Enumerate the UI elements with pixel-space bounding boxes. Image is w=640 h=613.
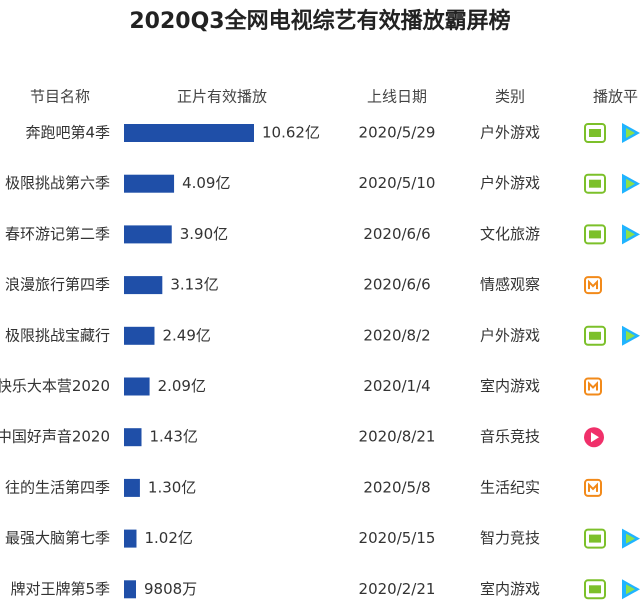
play-bar: [124, 580, 137, 599]
launch-date: 2020/6/6: [363, 276, 430, 294]
platform-icon: [622, 173, 640, 194]
iqiyi-icon-inner: [589, 331, 601, 340]
play-label: 4.09亿: [182, 174, 230, 192]
program-name: 牌对王牌第5季: [10, 580, 110, 598]
platform-icon: [622, 579, 640, 600]
platform-icon: [584, 123, 606, 143]
play-bar: [124, 276, 163, 295]
tencent-icon-inner: [626, 178, 635, 189]
platform-icon: [584, 377, 602, 396]
play-label: 2.09亿: [158, 377, 206, 395]
iqiyi-icon-inner: [589, 534, 601, 543]
mango-icon-inner: [588, 482, 598, 492]
platform-icon: [622, 528, 640, 549]
play-label: 3.90亿: [180, 225, 228, 243]
tencent-icon-inner: [626, 533, 635, 544]
play-label: 2.49亿: [162, 326, 210, 344]
category: 智力竞技: [480, 529, 540, 547]
play-bar: [124, 478, 140, 497]
category: 情感观察: [480, 276, 540, 294]
play-bar: [124, 326, 155, 345]
platform-icon: [584, 579, 606, 600]
launch-date: 2020/5/8: [363, 478, 430, 496]
program-name: 极限挑战第六季: [5, 174, 110, 192]
play-label: 9808万: [144, 580, 197, 598]
iqiyi-icon-inner: [589, 585, 601, 594]
launch-date: 2020/2/21: [359, 580, 436, 598]
play-bar: [124, 529, 137, 548]
play-label: 1.30亿: [148, 478, 196, 496]
youku-icon-inner: [591, 432, 599, 443]
program-name: 极限挑战宝藏行: [5, 326, 110, 344]
play-bar: [124, 225, 172, 244]
platform-icon: [584, 173, 606, 194]
program-name: 中国好声音2020: [0, 428, 110, 446]
launch-date: 2020/8/21: [359, 428, 436, 446]
iqiyi-icon-inner: [589, 129, 601, 137]
launch-date: 2020/5/15: [359, 529, 436, 547]
mango-icon-inner: [588, 279, 598, 290]
program-name: 最强大脑第七季: [5, 529, 110, 547]
play-label: 1.43亿: [150, 428, 198, 446]
platform-icon: [584, 276, 602, 295]
program-name: 浪漫旅行第四季: [5, 276, 110, 294]
program-name: 奔跑吧第4季: [25, 124, 110, 142]
platform-icon: [622, 123, 640, 143]
launch-date: 2020/5/10: [359, 174, 436, 192]
play-bar: [124, 124, 254, 142]
platform-icon: [584, 478, 602, 497]
category: 户外游戏: [480, 174, 540, 192]
iqiyi-icon-inner: [589, 230, 601, 239]
play-bar: [124, 174, 175, 193]
category: 音乐竞技: [480, 428, 540, 446]
tencent-icon-inner: [626, 229, 635, 240]
category: 文化旅游: [480, 225, 540, 243]
play-bar: [124, 428, 142, 447]
category: 室内游戏: [480, 377, 540, 395]
program-name: 往的生活第四季: [5, 478, 110, 496]
launch-date: 2020/8/2: [363, 326, 430, 344]
tencent-icon-inner: [626, 584, 635, 595]
iqiyi-icon-inner: [589, 179, 601, 188]
header-cell: 播放平: [593, 88, 638, 106]
play-label: 10.62亿: [262, 124, 320, 142]
category: 户外游戏: [480, 326, 540, 344]
header-cell: 正片有效播放: [177, 88, 267, 106]
header-cell: 类别: [495, 88, 525, 106]
launch-date: 2020/1/4: [363, 377, 430, 395]
header-cell: 节目名称: [30, 88, 90, 106]
play-label: 3.13亿: [170, 276, 218, 294]
launch-date: 2020/5/29: [359, 124, 436, 142]
tencent-icon-inner: [626, 128, 635, 138]
platform-icon: [584, 224, 606, 245]
tencent-icon-inner: [626, 330, 635, 341]
category: 室内游戏: [480, 580, 540, 598]
category: 生活纪实: [480, 478, 540, 496]
category: 户外游戏: [480, 124, 540, 142]
play-bar: [124, 377, 150, 396]
platform-icon: [584, 325, 606, 346]
platform-icon: [584, 427, 604, 448]
program-name: 快乐大本营2020: [0, 377, 110, 395]
platform-icon: [622, 224, 640, 245]
program-name: 春环游记第二季: [5, 225, 110, 243]
play-label: 1.02亿: [144, 529, 192, 547]
platform-icon: [584, 528, 606, 549]
header-cell: 上线日期: [367, 88, 427, 106]
mango-icon-inner: [588, 381, 598, 391]
platform-icon: [622, 325, 640, 346]
launch-date: 2020/6/6: [363, 225, 430, 243]
title: 2020Q3全网电视综艺有效播放霸屏榜: [129, 8, 510, 34]
